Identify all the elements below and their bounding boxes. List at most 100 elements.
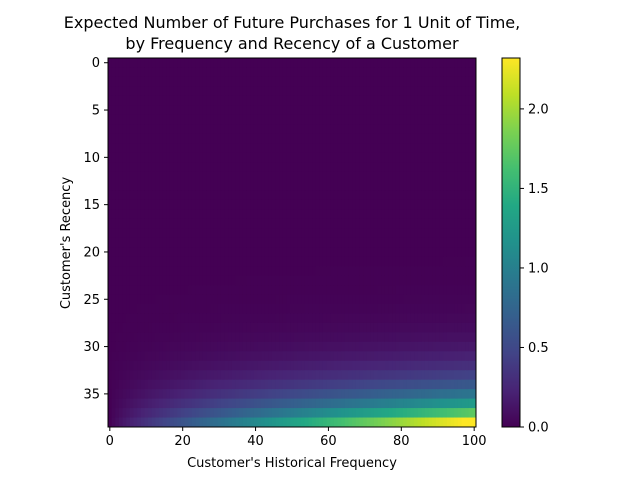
heatmap-cell	[159, 133, 164, 144]
heatmap-cell	[395, 332, 400, 343]
heatmap-cell	[403, 247, 408, 258]
heatmap-cell	[333, 152, 339, 163]
heatmap-cell	[126, 143, 131, 154]
heatmap-cell	[417, 275, 422, 286]
heatmap-cell	[290, 408, 295, 419]
heatmap-cell	[439, 256, 444, 267]
heatmap-cell	[199, 370, 204, 381]
heatmap-cell	[199, 341, 204, 352]
heatmap-cell	[261, 162, 266, 173]
heatmap-cell	[206, 228, 211, 239]
heatmap-cell	[180, 114, 186, 125]
heatmap-cell	[279, 285, 284, 296]
heatmap-cell	[461, 417, 466, 428]
heatmap-cell	[275, 228, 280, 239]
heatmap-cell	[169, 124, 175, 135]
heatmap-cell	[410, 105, 415, 116]
heatmap-cell	[457, 228, 462, 239]
heatmap-cell	[144, 389, 149, 400]
heatmap-cell	[180, 181, 186, 191]
heatmap-cell	[264, 152, 269, 163]
heatmap-cell	[293, 237, 298, 248]
heatmap-cell	[108, 199, 113, 210]
heatmap-cell	[301, 417, 306, 428]
heatmap-cell	[162, 76, 167, 87]
heatmap-cell	[337, 237, 342, 248]
heatmap-cell	[468, 114, 473, 125]
heatmap-cell	[446, 162, 451, 173]
heatmap-cell	[330, 351, 335, 362]
heatmap-cell	[366, 162, 371, 173]
heatmap-cell	[308, 114, 313, 125]
heatmap-cell	[111, 105, 116, 116]
heatmap-cell	[180, 218, 186, 229]
heatmap-cell	[370, 152, 375, 163]
heatmap-cell	[162, 285, 167, 296]
heatmap-cell	[108, 162, 113, 173]
heatmap-cell	[454, 417, 459, 428]
heatmap-cell	[359, 171, 364, 182]
heatmap-cell	[370, 105, 375, 116]
heatmap-cell	[144, 360, 149, 371]
heatmap-cell	[184, 95, 189, 106]
heatmap-cell	[162, 133, 167, 144]
heatmap-cell	[217, 360, 222, 371]
heatmap-cell	[151, 408, 156, 419]
heatmap-cell	[435, 304, 441, 314]
heatmap-cell	[330, 247, 335, 258]
heatmap-cell	[191, 285, 196, 296]
heatmap-cell	[217, 313, 222, 324]
heatmap-cell	[446, 133, 451, 144]
heatmap-cell	[366, 285, 371, 296]
heatmap-cell	[461, 105, 466, 116]
heatmap-cell	[417, 133, 422, 144]
heatmap-cell	[144, 332, 149, 343]
heatmap-cell	[155, 370, 160, 381]
heatmap-cell	[392, 370, 397, 381]
heatmap-cell	[414, 76, 419, 87]
heatmap-cell	[137, 351, 142, 362]
heatmap-cell	[443, 304, 448, 314]
heatmap-cell	[235, 162, 240, 173]
heatmap-cell	[410, 398, 415, 409]
heatmap-cell	[297, 370, 302, 381]
heatmap-cell	[359, 304, 364, 314]
heatmap-cell	[465, 266, 470, 277]
heatmap-cell	[381, 389, 386, 400]
heatmap-cell	[341, 313, 346, 324]
heatmap-cell	[359, 190, 364, 201]
heatmap-cell	[417, 285, 422, 296]
heatmap-cell	[330, 398, 335, 409]
heatmap-cell	[173, 67, 178, 78]
heatmap-cell	[428, 379, 433, 390]
heatmap-cell	[250, 389, 255, 400]
heatmap-cell	[297, 266, 302, 277]
heatmap-cell	[275, 152, 280, 163]
heatmap-cell	[399, 389, 404, 400]
heatmap-cell	[173, 389, 178, 400]
heatmap-cell	[191, 379, 196, 390]
heatmap-cell	[264, 124, 269, 135]
heatmap-cell	[137, 133, 142, 144]
heatmap-cell	[341, 379, 346, 390]
heatmap-cell	[264, 266, 269, 277]
heatmap-cell	[282, 389, 288, 400]
heatmap-cell	[166, 266, 171, 277]
heatmap-cell	[224, 285, 229, 296]
heatmap-cell	[428, 294, 433, 305]
heatmap-cell	[399, 67, 404, 78]
heatmap-cell	[111, 275, 116, 286]
heatmap-cell	[180, 237, 186, 248]
heatmap-cell	[115, 199, 120, 210]
heatmap-cell	[180, 171, 186, 182]
heatmap-cell	[162, 171, 167, 182]
heatmap-cell	[286, 379, 291, 390]
heatmap-cell	[162, 417, 167, 428]
heatmap-cell	[133, 370, 138, 381]
heatmap-cell	[268, 266, 273, 277]
heatmap-cell	[144, 181, 149, 191]
heatmap-cell	[180, 86, 186, 97]
heatmap-cell	[377, 86, 382, 97]
heatmap-cell	[155, 114, 160, 125]
heatmap-cell	[286, 398, 291, 409]
